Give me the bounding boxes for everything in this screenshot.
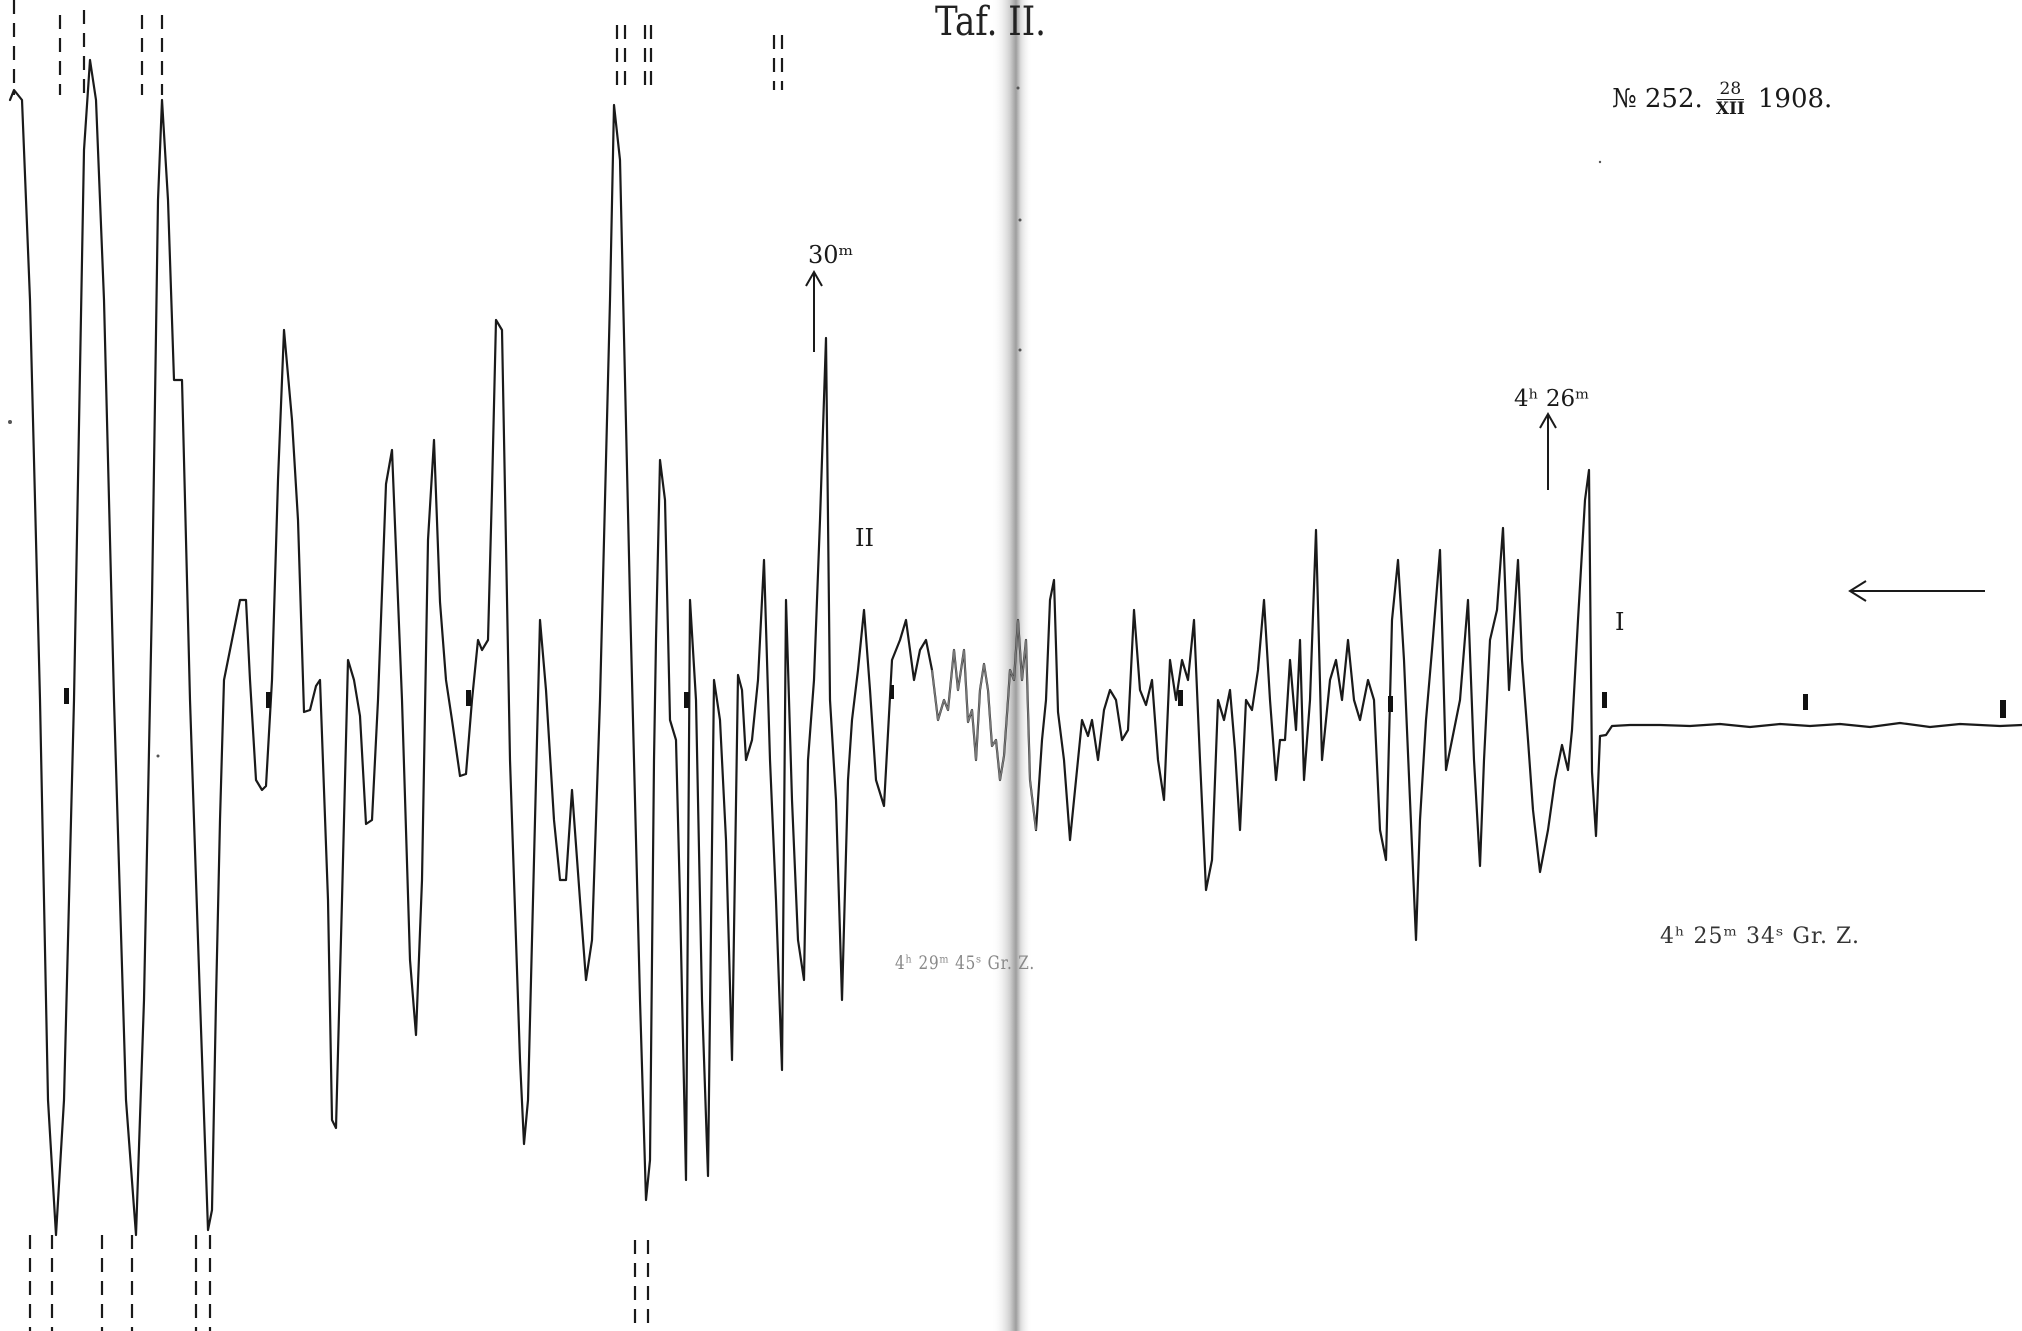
minute-tick-marks — [64, 685, 2006, 718]
time-mark-426-label: 4ʰ 26ᵐ — [1514, 386, 1590, 412]
minute-mark-30-label: 30ᵐ — [808, 241, 854, 269]
record-day: 28 — [1716, 80, 1745, 100]
paper-specks — [8, 86, 1602, 758]
record-date-fraction: 28 XII — [1713, 80, 1748, 118]
record-year: 1908. — [1757, 84, 1833, 115]
record-prefix: № 252. — [1612, 84, 1703, 115]
arrow-30m — [805, 269, 823, 352]
onset-time-label: 4ʰ 25ᵐ 34ˢ Gr. Z. — [1660, 924, 1860, 949]
plate-label: Taf. II. — [935, 0, 1046, 45]
seismic-trace-faint-segment — [931, 619, 1037, 831]
page-fold-shadow — [992, 0, 1032, 1331]
later-time-label: 4ʰ 29ᵐ 45ˢ Gr. Z. — [895, 952, 1035, 974]
arrow-4h26m — [1539, 411, 1557, 490]
phase-II-label: II — [855, 524, 874, 552]
direction-arrow — [1848, 580, 1985, 602]
off-scale-swing-dashes — [12, 0, 784, 1331]
seismic-trace — [8, 58, 2022, 1237]
phase-I-label: I — [1615, 608, 1625, 636]
record-month: XII — [1715, 98, 1745, 119]
record-number: № 252. 28 XII 1908. — [1612, 80, 1832, 118]
